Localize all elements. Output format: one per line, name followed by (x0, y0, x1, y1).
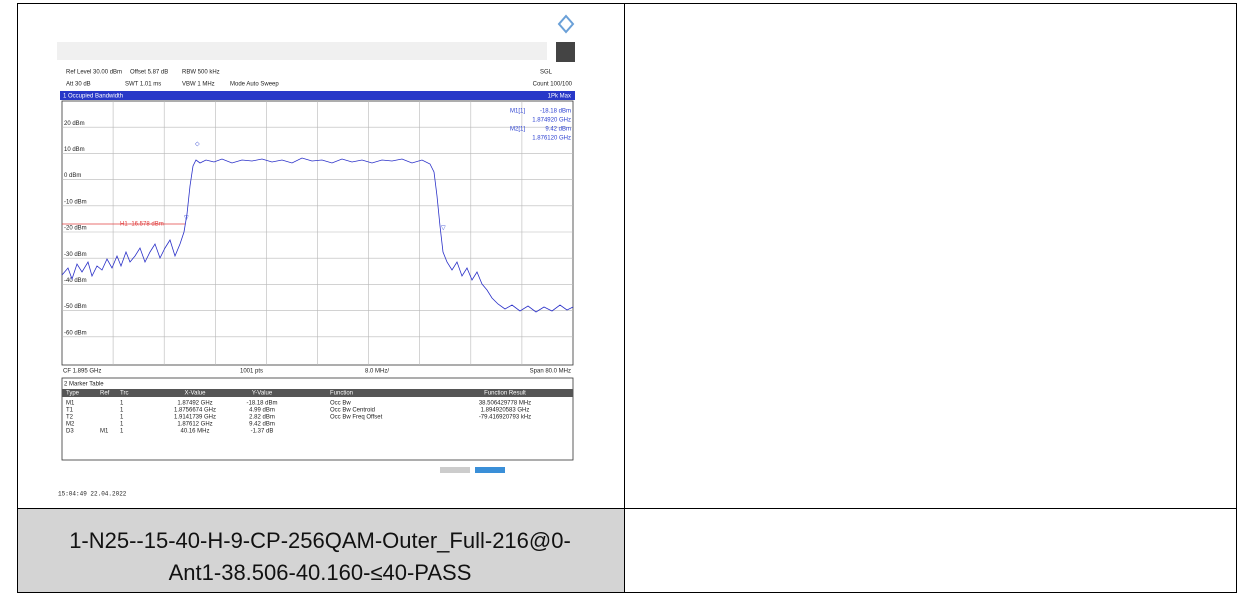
timestamp: 15:04:49 22.04.2022 (58, 491, 127, 498)
ref-level: Ref Level 30.00 dBm (66, 70, 122, 76)
y-axis-label: -20 dBm (64, 226, 87, 232)
table-cell: -79.416920793 kHz (479, 415, 531, 421)
table-cell: Occ Bw (330, 401, 351, 407)
table-cell: T2 (66, 415, 74, 421)
marker-info: 1.874920 GHz (532, 118, 571, 124)
column-header: Function (330, 391, 353, 397)
vbw: VBW 1 MHz (182, 82, 215, 88)
document: 1-N25--15-40-H-9-CP-256QAM-Outer_Full-21… (0, 0, 1238, 593)
y-axis-label: 20 dBm (64, 121, 85, 127)
analyzer-screenshot: Ref Level 30.00 dBm Offset 5.87 dB RBW 5… (57, 16, 585, 498)
marker-info: 9.42 dBm (545, 127, 571, 133)
table-cell: Occ Bw Freq Offset (330, 415, 383, 421)
table-cell: M1 (66, 401, 75, 407)
table-cell: -1.37 dB (251, 429, 274, 435)
column-header: Function Result (484, 391, 526, 397)
table-cell: 1.894920583 GHz (481, 408, 530, 414)
y-axis-label: -40 dBm (64, 278, 87, 284)
count: Count 100/100 (533, 82, 573, 88)
column-header: Ref (100, 391, 110, 397)
marker-info: M2[1] (510, 127, 525, 133)
marker-info: -18.18 dBm (540, 109, 571, 115)
menu-button (556, 42, 575, 62)
marker-symbol: ▽ (441, 226, 446, 232)
table-cell: 40.16 MHz (180, 429, 209, 435)
rbw: RBW 500 kHz (182, 70, 220, 76)
swt: SWT 1.01 ms (125, 82, 161, 88)
trace-label: 1Pk Max (548, 94, 571, 100)
column-header: Trc (120, 391, 128, 397)
table-cell: 9.42 dBm (249, 422, 275, 428)
marker-info: M1[1] (510, 109, 525, 115)
table-cell: 1.9141739 GHz (174, 415, 216, 421)
mode: Mode Auto Sweep (230, 82, 279, 88)
table-cell: M1 (100, 429, 109, 435)
panel-title: 1 Occupied Bandwidth (63, 94, 123, 100)
column-header: X-Value (185, 391, 207, 397)
logo (559, 16, 573, 32)
table-cell: M2 (66, 422, 75, 428)
table-cell: 4.99 dBm (249, 408, 275, 414)
table-cell: Occ Bw Centroid (330, 408, 375, 414)
sgl: SGL (540, 70, 553, 76)
marker-info: 1.876120 GHz (532, 136, 571, 142)
y-axis-label: -50 dBm (64, 304, 87, 310)
marker-symbol: ▽ (184, 216, 189, 222)
page: 1-N25--15-40-H-9-CP-256QAM-Outer_Full-21… (0, 0, 1238, 593)
column-header: Y-Value (252, 391, 273, 397)
limit-label: H1 -16.578 dBm (120, 222, 164, 228)
table-cell: 1.87612 GHz (177, 422, 212, 428)
y-axis-label: -10 dBm (64, 199, 87, 205)
caption-line: Ant1-38.506-40.160-≤40-PASS (169, 560, 472, 585)
table-cell: 1.8756674 GHz (174, 408, 216, 414)
status-button (475, 467, 505, 473)
center-frequency: CF 1.895 GHz (63, 369, 101, 375)
table-cell: -18.18 dBm (246, 401, 277, 407)
table-cell: D3 (66, 429, 74, 435)
division: 8.0 MHz/ (365, 369, 389, 375)
table-cell: 2.82 dBm (249, 415, 275, 421)
panel-title-bar (60, 91, 575, 100)
toolbar (57, 42, 547, 60)
column-header: Type (66, 391, 80, 397)
y-axis-label: 10 dBm (64, 147, 85, 153)
y-axis-label: -30 dBm (64, 252, 87, 258)
table-cell: T1 (66, 408, 74, 414)
table-cell: 1.87492 GHz (177, 401, 212, 407)
caption-line: 1-N25--15-40-H-9-CP-256QAM-Outer_Full-21… (69, 528, 571, 553)
points: 1001 pts (240, 369, 263, 375)
y-axis-label: -60 dBm (64, 330, 87, 336)
att: Att 30 dB (66, 82, 91, 88)
marker-table-title: 2 Marker Table (64, 382, 104, 388)
y-axis-label: 0 dBm (64, 173, 81, 179)
offset: Offset 5.87 dB (130, 70, 168, 76)
table-cell: 38.506429778 MHz (479, 401, 531, 407)
marker-symbol: ◇ (195, 142, 200, 148)
status-button (440, 467, 470, 473)
span: Span 80.0 MHz (530, 369, 571, 375)
